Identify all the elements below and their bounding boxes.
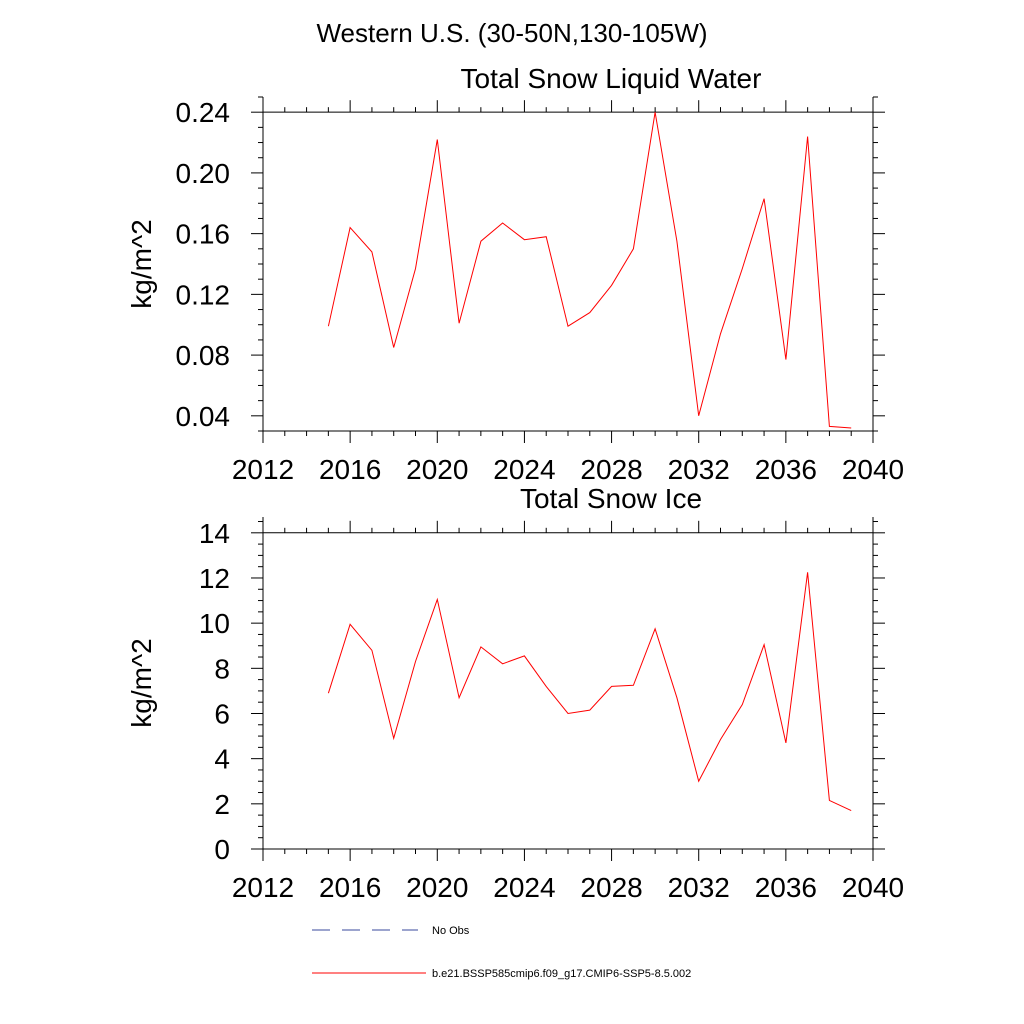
y-axis-label: kg/m^2 xyxy=(126,219,157,308)
panel-snow-liquid-water: Total Snow Liquid Water kg/m^2 2012 2016 202… xyxy=(126,63,904,485)
x-tick-label: 2036 xyxy=(755,872,817,903)
x-tick-label: 2040 xyxy=(842,454,904,485)
chart-title: Total Snow Liquid Water xyxy=(461,63,762,94)
x-tick-label: 2024 xyxy=(493,454,555,485)
legend-label-no-obs: No Obs xyxy=(432,925,470,937)
x-tick-label: 2024 xyxy=(493,872,555,903)
x-tick-label: 2016 xyxy=(319,454,381,485)
series-line-0 xyxy=(327,112,852,429)
y-tick-label: 0.20 xyxy=(176,158,231,189)
legend: No Obs b.e21.BSSP585cmip6.f09_g17.CMIP6-… xyxy=(312,925,691,980)
x-tick-label: 2032 xyxy=(668,454,730,485)
y-tick-label: 10 xyxy=(199,608,230,639)
x-tick-label: 2032 xyxy=(668,872,730,903)
x-tick-label: 2028 xyxy=(580,872,642,903)
x-tick-label: 2012 xyxy=(232,454,294,485)
y-tick-label: 14 xyxy=(199,518,230,549)
y-tick-label: 2 xyxy=(214,789,230,820)
y-axis-label: kg/m^2 xyxy=(126,638,157,727)
y-tick-label: 0.08 xyxy=(176,340,231,371)
figure-title: Western U.S. (30-50N,130-105W) xyxy=(316,18,707,48)
y-tick-label: 12 xyxy=(199,563,230,594)
x-tick-label: 2036 xyxy=(755,454,817,485)
y-tick-label: 0 xyxy=(214,834,230,865)
y-tick-label: 0.24 xyxy=(176,97,231,128)
x-tick-label: 2040 xyxy=(842,872,904,903)
y-tick-label: 0.04 xyxy=(176,401,231,432)
y-tick-label: 8 xyxy=(214,653,230,684)
chart-title: Total Snow Ice xyxy=(520,483,702,514)
x-tick-label: 2020 xyxy=(406,872,468,903)
y-tick-label: 4 xyxy=(214,744,230,775)
x-tick-label: 2016 xyxy=(319,872,381,903)
legend-label-model-run: b.e21.BSSP585cmip6.f09_g17.CMIP6-SSP5-8.… xyxy=(432,968,691,980)
y-tick-label: 0.12 xyxy=(176,279,231,310)
y-tick-label: 6 xyxy=(214,698,230,729)
x-tick-label: 2012 xyxy=(232,872,294,903)
x-tick-label: 2020 xyxy=(406,454,468,485)
x-tick-label: 2028 xyxy=(580,454,642,485)
y-tick-label: 0.16 xyxy=(176,219,231,250)
series-line-0 xyxy=(327,572,852,812)
